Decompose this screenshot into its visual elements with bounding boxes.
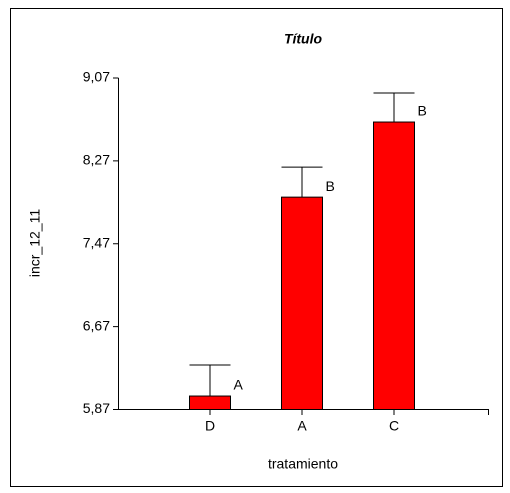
error-bar (281, 166, 323, 198)
annotation: B (418, 103, 427, 119)
bar (373, 121, 415, 410)
annotation: A (234, 377, 244, 393)
y-tick-label: 5,87 (83, 400, 110, 416)
x-tick-label: C (389, 418, 399, 434)
bar (189, 395, 231, 410)
error-bar (373, 92, 415, 123)
x-axis-label: tratamiento (268, 456, 338, 472)
x-tick-label: A (297, 418, 307, 434)
bar (281, 196, 323, 410)
y-axis-label: incr_12_11 (27, 209, 43, 277)
y-tick-label: 9,07 (83, 69, 110, 85)
y-tick-label: 6,67 (83, 317, 110, 333)
x-tick-label: D (205, 418, 215, 434)
chart-title: Título (284, 31, 323, 47)
error-bar (189, 364, 231, 397)
y-tick-label: 8,27 (83, 152, 110, 168)
frame (10, 8, 503, 487)
y-tick-label: 7,47 (83, 234, 110, 250)
annotation: B (326, 178, 335, 194)
